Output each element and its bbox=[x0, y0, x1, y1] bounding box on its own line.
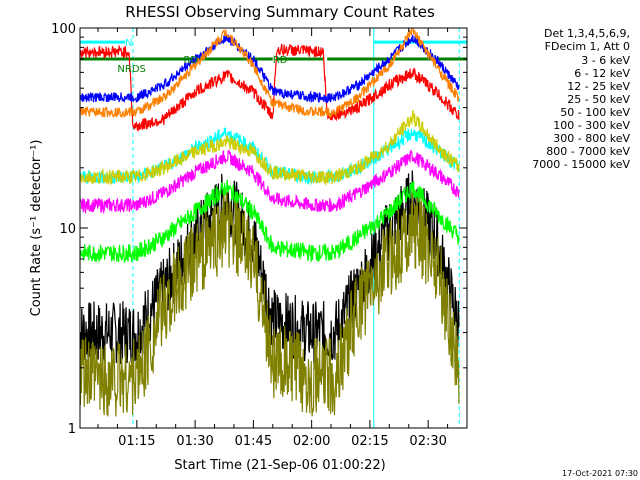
legend-label-6: 300 - 800 keV bbox=[553, 132, 630, 145]
series-line-5 bbox=[80, 43, 460, 133]
plot-area: N RD RD NRDS bbox=[80, 28, 467, 428]
legend-header-1: Det 1,3,4,5,6,9, bbox=[544, 27, 630, 40]
legend-header-2: FDecim 1, Att 0 bbox=[545, 40, 630, 53]
series-line-7 bbox=[80, 28, 460, 119]
y-tick-label-2: 100 bbox=[51, 22, 76, 37]
x-tick-label-3: 02:00 bbox=[293, 434, 330, 449]
x-tick-label-4: 02:15 bbox=[351, 434, 388, 449]
legend-label-1: 6 - 12 keV bbox=[574, 67, 630, 80]
y-tick-label-1: 10 bbox=[59, 222, 76, 237]
annotation-2: RD bbox=[273, 55, 288, 66]
y-axis-label: Count Rate (s⁻¹ detector⁻¹) bbox=[29, 140, 44, 317]
chart-title: RHESSI Observing Summary Count Rates bbox=[125, 3, 435, 21]
legend-label-5: 100 - 300 keV bbox=[553, 119, 630, 132]
y-axis: 1 10 100 bbox=[51, 22, 467, 437]
legend-label-8: 7000 - 15000 keV bbox=[532, 158, 630, 171]
series-line-4 bbox=[80, 110, 460, 186]
annotation-0: N bbox=[125, 38, 132, 49]
legend-label-2: 12 - 25 keV bbox=[567, 80, 630, 93]
series-line-8 bbox=[80, 191, 460, 417]
legend-label-7: 800 - 7000 keV bbox=[546, 145, 630, 158]
x-axis: 01:15 01:30 01:45 02:00 02:15 02:30 bbox=[97, 28, 449, 449]
plot-content: N RD RD NRDS bbox=[80, 28, 467, 428]
x-tick-label-1: 01:30 bbox=[176, 434, 213, 449]
annotation-1: RD bbox=[183, 55, 198, 66]
x-tick-label-0: 01:15 bbox=[118, 434, 155, 449]
series-line-6 bbox=[80, 33, 460, 104]
series-line-0 bbox=[80, 170, 460, 365]
annotation-3: NRDS bbox=[117, 64, 145, 75]
timestamp-label: 17-Oct-2021 07:30 bbox=[562, 469, 638, 478]
x-tick-label-5: 02:30 bbox=[409, 434, 446, 449]
series-line-1 bbox=[80, 149, 460, 215]
y-tick-label-0: 1 bbox=[68, 422, 76, 437]
legend-label-4: 50 - 100 keV bbox=[560, 106, 630, 119]
legend: Det 1,3,4,5,6,9, FDecim 1, Att 0 3 - 6 k… bbox=[532, 27, 630, 171]
x-tick-label-2: 01:45 bbox=[235, 434, 272, 449]
x-axis-label: Start Time (21-Sep-06 01:00:22) bbox=[174, 458, 385, 473]
legend-label-0: 3 - 6 keV bbox=[581, 54, 630, 67]
series-line-2 bbox=[80, 179, 460, 264]
legend-label-3: 25 - 50 keV bbox=[567, 93, 630, 106]
